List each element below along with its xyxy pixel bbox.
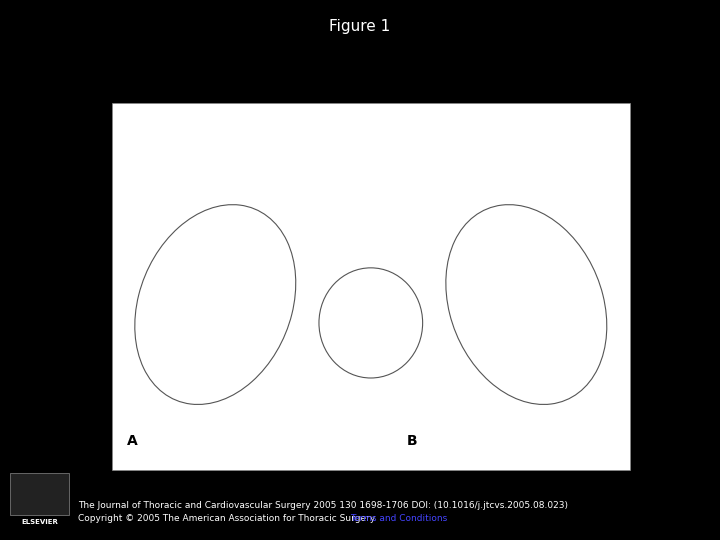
Text: B: B <box>407 434 418 448</box>
FancyBboxPatch shape <box>11 473 69 515</box>
Text: Copyright © 2005 The American Association for Thoracic Surgery: Copyright © 2005 The American Associatio… <box>78 514 378 523</box>
Text: Figure 1: Figure 1 <box>329 19 391 34</box>
Text: A: A <box>127 434 138 448</box>
Text: ELSEVIER: ELSEVIER <box>21 519 58 525</box>
Text: Terms and Conditions: Terms and Conditions <box>350 514 447 523</box>
Text: The Journal of Thoracic and Cardiovascular Surgery 2005 130 1698-1706 DOI: (10.1: The Journal of Thoracic and Cardiovascul… <box>78 501 568 510</box>
FancyBboxPatch shape <box>112 103 630 470</box>
